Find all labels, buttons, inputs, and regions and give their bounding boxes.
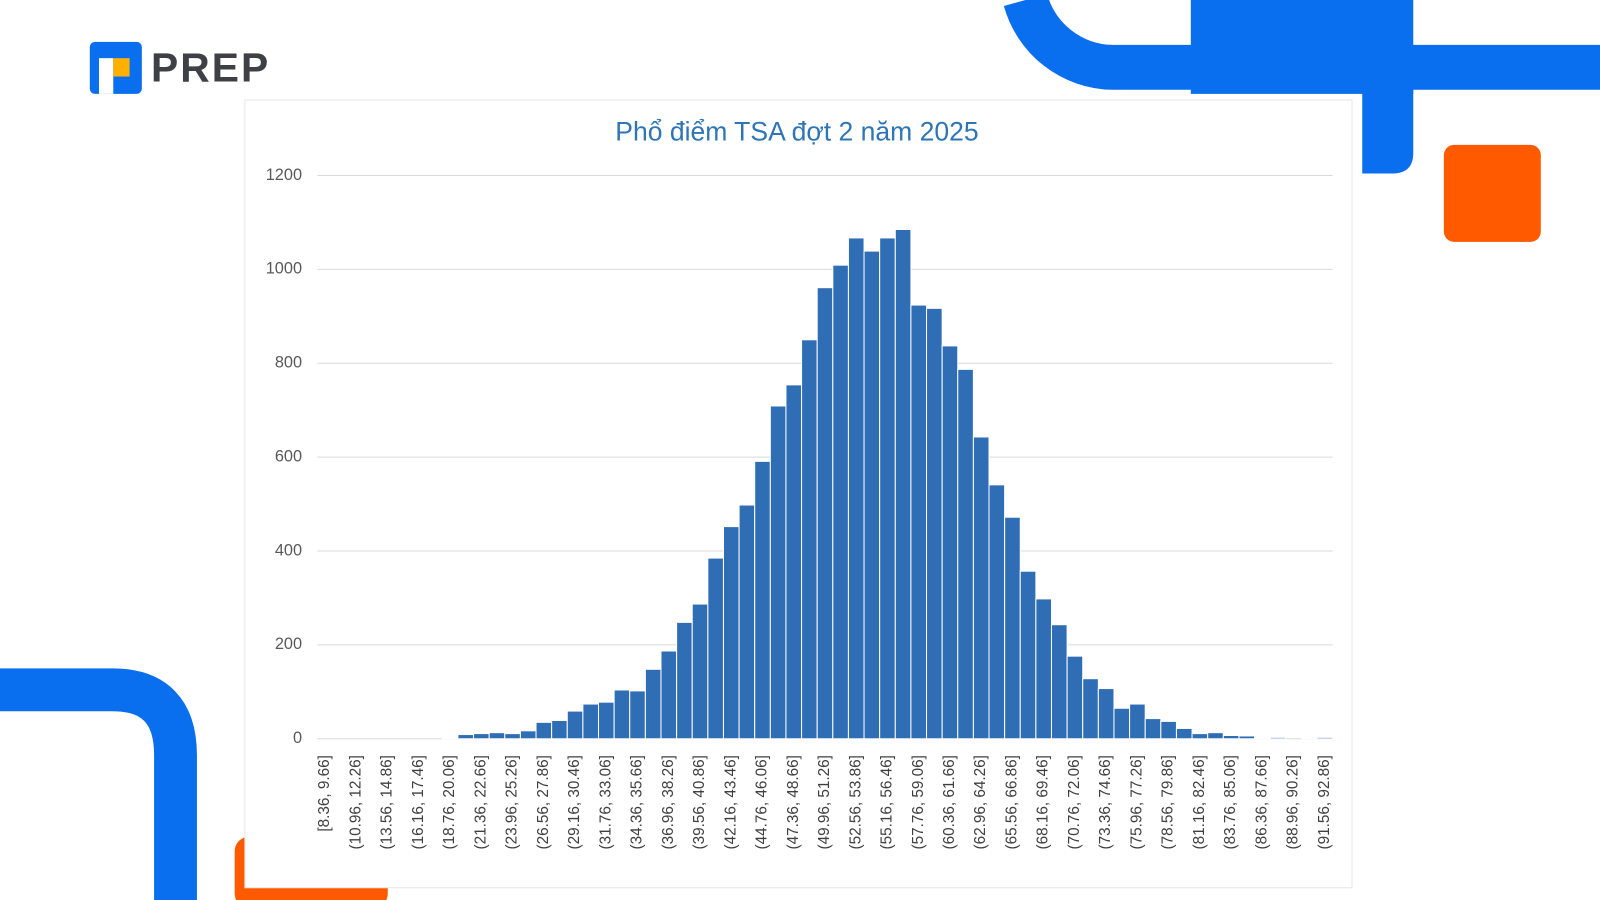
bar [1082,678,1099,740]
y-tick-label: 600 [275,447,302,465]
bar [863,250,881,740]
bar [1207,732,1224,740]
bar [972,436,990,740]
bar [1175,727,1193,740]
bar [1160,720,1177,740]
x-tick-label: (36.96, 38.26] [660,755,677,849]
bar [676,621,693,740]
bar [613,689,631,740]
y-tick-label: 200 [275,635,302,653]
bar [519,730,537,740]
bar [1129,703,1146,740]
bar [1019,570,1037,740]
bar [457,734,475,740]
bar [660,650,678,740]
bar [1035,598,1053,740]
x-tick-label: (60.36, 61.66] [941,755,958,849]
bar [691,603,709,740]
x-tick-label: (34.36, 35.66] [629,755,646,849]
bar [957,368,974,740]
bar [910,304,928,740]
x-tick-label: (65.56, 66.86] [1003,755,1020,849]
y-tick-label: 800 [275,354,302,372]
bar [847,237,865,740]
bar [597,701,615,740]
bar [926,307,943,740]
x-tick-label: (39.56, 40.86] [691,755,708,849]
bar [1191,733,1209,740]
x-tick-label: (16.16, 17.46] [410,755,427,849]
x-tick-label: (47.36, 48.66] [785,755,802,849]
bar [738,504,756,740]
bar [1316,736,1334,740]
plot: 0 200 400 600 800 1000 1200 [8.36, 9.66] (10.96,… [266,166,1334,850]
bar [1238,735,1256,740]
x-tick-label: (29.16, 30.46] [566,755,583,849]
bar [769,405,787,740]
bar [1050,624,1068,740]
bar [1222,734,1240,740]
bar [894,228,912,740]
bar [988,484,1006,740]
bar [535,721,553,740]
x-tick-label: (55.16, 56.46] [879,755,896,849]
bar [879,237,896,740]
x-tick-label: (18.76, 20.06] [441,755,458,849]
x-tick-label: (62.96, 64.26] [972,755,989,849]
bar [816,287,834,740]
chart-title: Phổ điểm TSA đợt 2 năm 2025 [615,117,978,147]
x-tick-label: (86.36, 87.66] [1253,755,1270,849]
x-tick-label: (70.76, 72.06] [1066,755,1083,849]
x-tick-label: (57.76, 59.06] [910,755,927,849]
x-tick-label: (13.56, 14.86] [379,755,396,849]
x-tick-label: (91.56, 92.86] [1316,755,1333,849]
bar [1097,688,1115,740]
y-tick-label: 0 [293,729,302,747]
bar [644,668,662,740]
y-tick-label: 1000 [266,260,302,278]
y-tick-label: 1200 [266,166,302,184]
x-tick-label: (31.76, 33.06] [597,755,614,849]
bar [473,733,490,740]
bar [1269,736,1287,740]
bar [566,710,584,740]
bar [488,732,506,740]
bar [785,384,803,740]
bar [832,264,849,740]
x-tick-label: (68.16, 69.46] [1035,755,1052,849]
x-tick-label: (88.96, 90.26] [1285,755,1302,849]
x-tick-label: (44.76, 46.06] [754,755,771,849]
x-tick-label: (78.56, 79.86] [1160,755,1177,849]
bar [629,690,646,740]
x-tick-label: (10.96, 12.26] [347,755,364,849]
x-tick-label: (42.16, 43.46] [722,755,739,849]
x-tick-label: [8.36, 9.66] [316,755,333,832]
x-tick-label: (83.76, 85.06] [1222,755,1239,849]
x-tick-label: (81.16, 82.46] [1191,755,1208,849]
x-tick-label: (49.96, 51.26] [816,755,833,849]
bar [1144,718,1162,740]
bar [754,460,771,740]
y-tick-label: 400 [275,541,302,559]
x-tick-label: (52.56, 53.86] [847,755,864,849]
x-tick-label: (26.56, 27.86] [535,755,552,849]
bar [582,703,600,740]
bar [1113,707,1131,740]
x-tick-label: (75.96, 77.26] [1128,755,1145,849]
bar [551,719,568,740]
logo: PREP [89,41,270,94]
x-tick-label: (23.96, 25.26] [504,755,521,849]
bar [1004,516,1021,740]
brand-name: PREP [151,45,270,91]
bar [504,733,521,740]
bar [722,526,740,740]
x-tick-label: (21.36, 22.66] [472,755,489,849]
bar [707,557,724,740]
bar [1066,655,1084,740]
bar [801,339,818,740]
x-tick-label: (73.36, 74.66] [1097,755,1114,849]
bar [941,345,959,740]
